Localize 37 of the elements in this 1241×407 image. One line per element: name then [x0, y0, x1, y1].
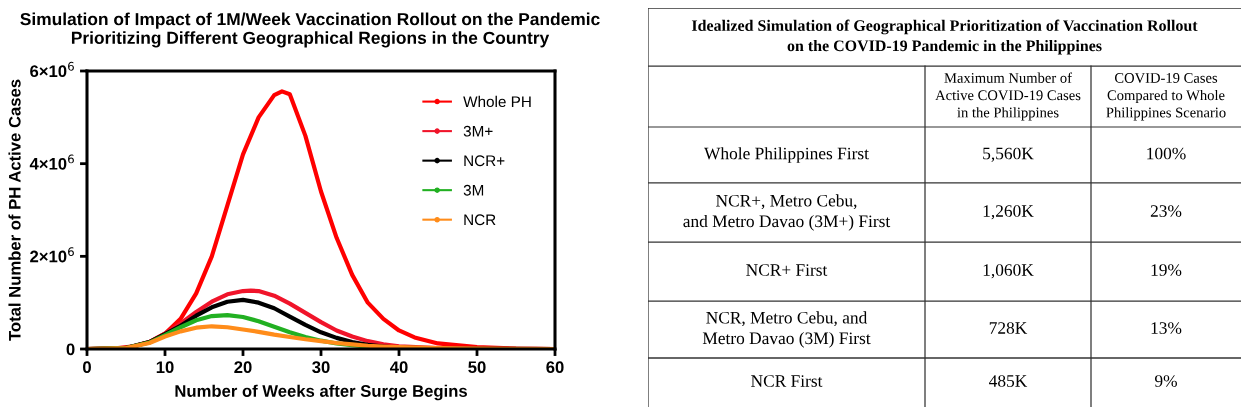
text: COVID-19 Cases Compared to Whole Philippines Scenario: [1106, 73, 1226, 121]
legend-label: 3M: [463, 184, 484, 196]
text: 728K: [989, 322, 1028, 334]
x-tick-label: 40: [389, 361, 408, 374]
x-tick-label: 30: [312, 361, 330, 374]
text: 1,060K: [983, 264, 1034, 279]
y-tick-label: 2×10$^{6}$: [30, 247, 74, 263]
text: 485K: [989, 375, 1028, 387]
text: Idealized Simulation of Geographical Prioritization of Vaccination Rollout on the COVID-19 Pandemic in the Philippines: [691, 19, 1198, 55]
text: NCR First: [751, 375, 823, 387]
text: Maximum Number of Active COVID-19 Cases in the Philippines: [935, 72, 1081, 121]
legend-label: NCR: [464, 214, 496, 226]
text: 100%: [1147, 147, 1186, 160]
y-tick-label: 0: [66, 343, 75, 356]
legend-label: 3M+: [463, 125, 493, 137]
x-tick-label: 10: [156, 361, 174, 374]
chart-title: Simulation of Impact of 1M/Week Vaccination Rollout on the Pandemic Prioritizing Different Geographical Regions in the Country: [20, 12, 600, 48]
text: NCR, Metro Cebu, and Metro Davao (3M) First: [702, 311, 871, 348]
text: Whole Philippines First: [704, 147, 869, 163]
text: 23%: [1150, 205, 1182, 217]
x-axis-title: Number of Weeks after Surge Begins: [175, 384, 467, 401]
text: NCR+ First: [746, 264, 828, 276]
text: 1,260K: [983, 205, 1034, 220]
y-tick-label: 6×10$^{6}$: [30, 61, 74, 78]
x-tick-label: 50: [468, 361, 486, 374]
text: 9%: [1154, 375, 1177, 387]
x-tick-label: 0: [83, 361, 91, 374]
text: 5,560K: [983, 147, 1034, 162]
legend-label: Whole PH: [463, 95, 531, 108]
x-tick-label: 60: [546, 361, 564, 374]
text: 13%: [1151, 322, 1182, 334]
text: 19%: [1151, 264, 1182, 276]
text: NCR+, Metro Cebu, and Metro Davao (3M+) First: [683, 194, 891, 231]
legend-label: NCR+: [464, 155, 505, 167]
x-tick-label: 20: [234, 361, 252, 374]
y-axis-title: Total Number of PH Active Cases: [8, 79, 21, 341]
y-tick-label: 4×10$^{6}$: [29, 154, 74, 170]
